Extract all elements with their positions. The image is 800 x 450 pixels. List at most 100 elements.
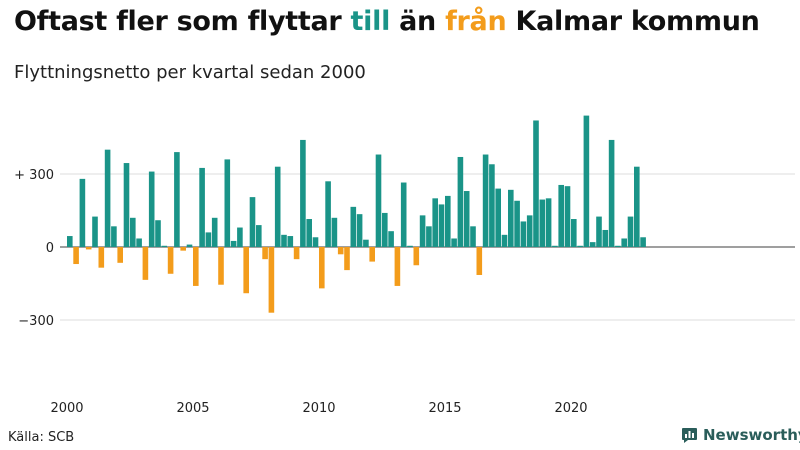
bar [224,159,231,247]
bar [369,247,375,262]
bar [596,216,602,247]
bar [350,206,357,247]
bar [640,237,646,247]
bar [388,231,394,247]
title-part-3: Kalmar kommun [506,6,760,37]
title-till: till [350,6,391,37]
bar [167,247,174,274]
bar [457,156,464,247]
bar [615,245,621,247]
bar [155,220,161,247]
bar [73,247,79,265]
title-part-2: än [390,6,446,37]
bar [136,238,142,247]
bar [407,245,413,247]
bar [111,226,117,247]
bar [545,198,552,247]
bar [262,247,268,260]
bar [476,247,483,275]
title-part-1: Oftast fler som flyttar [14,6,351,37]
bar [508,189,514,247]
bar [337,247,344,255]
bar [205,232,212,247]
bar [533,120,539,247]
bar [520,221,527,247]
bar [539,199,546,247]
x-tick-label: 2000 [50,401,83,416]
bar [180,247,186,251]
bar [186,244,193,247]
bar [331,217,338,247]
bar [463,191,470,247]
bar [148,171,155,247]
bar [564,186,571,247]
bar [356,214,363,247]
bar [312,237,319,247]
newsworthy-logo: Newsworthy [681,426,800,444]
bar [142,247,149,280]
bar [344,247,350,271]
bar [85,247,92,250]
bar [571,219,577,247]
axis-labels: + 300 0 −300 2000 2005 2010 2015 2020 [14,168,587,416]
brand-name: Newsworthy [703,426,800,444]
bar [501,234,508,247]
bar [130,217,136,247]
bar [419,215,426,247]
bar [218,247,224,285]
bar [104,149,111,247]
bar [426,226,432,247]
x-tick-label: 2010 [302,401,335,416]
bar [413,247,420,266]
bar [577,245,583,247]
bar [583,115,590,247]
bar [161,245,168,247]
bar [174,152,180,247]
y-tick-label: + 300 [14,168,54,183]
bar [514,200,520,247]
bar [627,216,634,247]
bar [67,236,73,247]
bar [482,154,489,247]
bar [400,182,407,247]
x-tick-label: 2005 [176,401,209,416]
bar [608,139,615,247]
bar [382,212,388,247]
bar [558,184,564,247]
bar [438,204,445,247]
bar [319,247,325,289]
bar [300,139,306,247]
bar [123,163,130,247]
bar [117,247,123,263]
bar [634,166,640,247]
bar [199,167,205,247]
bar [92,216,98,247]
bar [470,226,476,247]
bar [589,242,596,247]
bar [237,227,243,247]
bar [249,197,256,247]
bar [526,215,533,247]
chart-subtitle: Flyttningsnetto per kvartal sedan 2000 [14,62,366,83]
bar [602,229,609,247]
bar [211,217,218,247]
bar [394,247,401,286]
x-tick-label: 2020 [554,401,587,416]
source-note: Källa: SCB [8,430,75,445]
bar [193,247,199,286]
y-tick-label: −300 [18,314,54,329]
bar [243,247,249,294]
bar [325,181,331,247]
y-tick-label: 0 [46,241,54,256]
bar [287,236,294,247]
bar [489,164,495,247]
bar [79,178,86,247]
bar [281,234,287,247]
bar [375,154,382,247]
bar [495,188,501,247]
bar [552,245,558,247]
bar [621,238,627,247]
bar [432,198,438,247]
bar [451,238,457,247]
bar [98,247,105,268]
